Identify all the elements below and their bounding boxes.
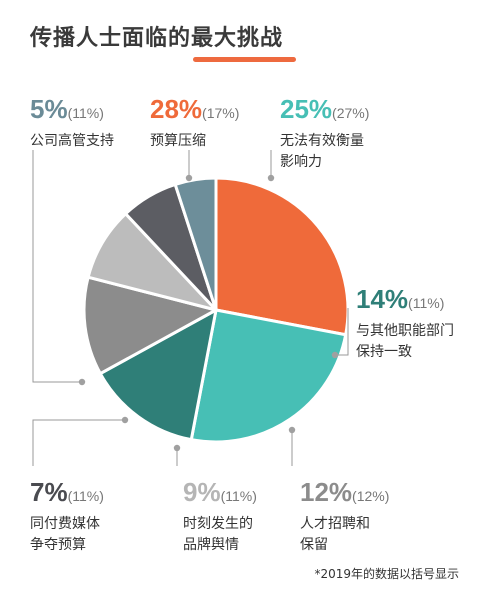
- chart-title: 传播人士面临的最大挑战: [30, 26, 284, 51]
- description-line: 时刻发生的: [183, 516, 253, 532]
- slice-description: 与其他职能部门 保持一致: [356, 321, 454, 363]
- previous-year-value: (17%): [202, 105, 240, 121]
- slice-label-2: 14%(11%) 与其他职能部门 保持一致: [356, 285, 454, 363]
- description-line: 保持一致: [356, 344, 412, 360]
- percent-value: 28%: [150, 94, 203, 124]
- previous-year-value: (11%): [220, 488, 257, 504]
- slice-label-1: 25%(27%) 无法有效衡量 影响力: [280, 95, 369, 173]
- leader-line-5: [32, 419, 125, 466]
- description-line: 影响力: [280, 154, 322, 170]
- previous-year-value: (11%): [408, 295, 445, 311]
- leader-dot-0: [185, 174, 193, 182]
- leader-line-2: [335, 308, 349, 356]
- pie-slice-2: [98, 308, 218, 442]
- previous-year-value: (27%): [332, 105, 370, 121]
- description-line: 预算压缩: [150, 133, 206, 149]
- pie-slice-1: [189, 308, 348, 444]
- previous-year-value: (12%): [352, 488, 390, 504]
- leader-line-6: [32, 150, 82, 383]
- leader-dot-5: [121, 416, 129, 424]
- leader-dot-4: [173, 444, 181, 452]
- slice-description: 时刻发生的 品牌舆情: [183, 514, 257, 556]
- slice-description: 预算压缩: [150, 131, 239, 152]
- slice-description: 人才招聘和 保留: [300, 514, 389, 556]
- description-line: 品牌舆情: [183, 537, 239, 553]
- percent-value: 14%: [356, 284, 409, 314]
- description-line: 保留: [300, 537, 328, 553]
- pie-slice-3: [82, 275, 218, 376]
- percent-value: 25%: [280, 94, 333, 124]
- leader-dot-6: [78, 378, 86, 386]
- percent-value: 9%: [183, 477, 221, 507]
- description-line: 人才招聘和: [300, 516, 370, 532]
- previous-year-value: (11%): [67, 105, 104, 121]
- slice-percent: 7%(11%): [30, 478, 104, 510]
- slice-label-4: 9%(11%) 时刻发生的品牌舆情: [183, 478, 257, 556]
- footnote: *2019年的数据以括号显示: [314, 567, 459, 581]
- description-line: 同付费媒体: [30, 516, 100, 532]
- description-line: 无法有效衡量: [280, 133, 364, 149]
- slice-label-5: 7%(11%) 同付费媒体争夺预算: [30, 478, 104, 556]
- slice-percent: 12%(12%): [300, 478, 389, 510]
- description-line: 与其他职能部门: [356, 323, 454, 339]
- leader-dot-3: [288, 426, 296, 434]
- pie-slice-0: [214, 176, 350, 337]
- percent-value: 7%: [30, 477, 68, 507]
- slice-label-0: 28%(17%) 预算压缩: [150, 95, 239, 152]
- slice-percent: 9%(11%): [183, 478, 257, 510]
- slice-label-3: 12%(12%) 人才招聘和保留: [300, 478, 389, 556]
- previous-year-value: (11%): [67, 488, 104, 504]
- slice-description: 同付费媒体 争夺预算: [30, 514, 104, 556]
- pie-slice-6: [173, 176, 218, 312]
- slice-percent: 25%(27%): [280, 95, 369, 127]
- slice-label-6: 5%(11%) 公司高管支持: [30, 95, 114, 152]
- description-line: 争夺预算: [30, 537, 86, 553]
- slice-description: 公司高管支持: [30, 131, 114, 152]
- slice-percent: 14%(11%): [356, 285, 454, 317]
- percent-value: 12%: [300, 477, 353, 507]
- title-underline: [193, 57, 296, 62]
- slice-description: 无法有效衡量 影响力: [280, 131, 369, 173]
- description-line: 公司高管支持: [30, 133, 114, 149]
- slice-percent: 28%(17%): [150, 95, 239, 127]
- slice-percent: 5%(11%): [30, 95, 114, 127]
- percent-value: 5%: [30, 94, 68, 124]
- leader-dot-1: [267, 174, 275, 182]
- leader-dot-2: [331, 351, 339, 359]
